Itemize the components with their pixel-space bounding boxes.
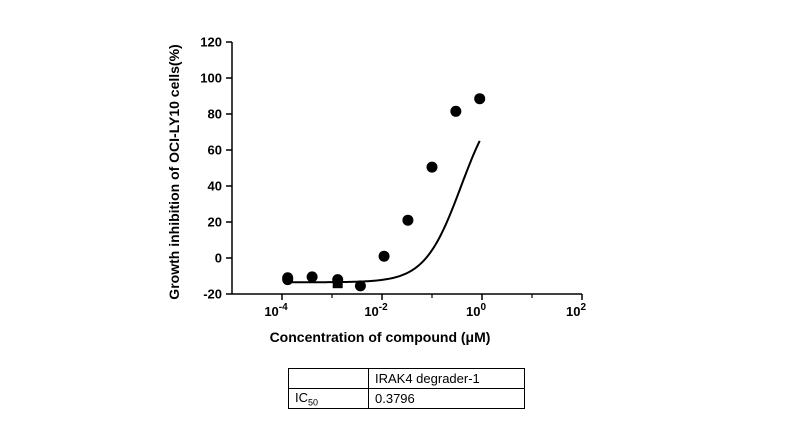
data-point <box>450 105 462 117</box>
y-axis-ticks: -20 0 20 40 60 80 100 120 <box>200 35 232 302</box>
data-point-square <box>332 278 343 289</box>
table-header-compound: IRAK4 degrader-1 <box>368 368 525 389</box>
x-tick-label: 10-4 <box>264 302 288 319</box>
axes <box>231 42 582 295</box>
y-tick-label: 40 <box>208 179 222 194</box>
x-axis-title: Concentration of compound (μM) <box>270 329 491 345</box>
data-point <box>354 280 366 292</box>
data-point <box>378 250 390 262</box>
data-point <box>402 214 414 226</box>
y-tick-label: 0 <box>215 251 222 266</box>
ic50-value: 0.3796 <box>368 388 525 409</box>
data-point <box>426 161 438 173</box>
fit-curve <box>287 140 481 284</box>
data-point <box>474 93 486 105</box>
data-point <box>282 274 294 286</box>
y-tick-label: -20 <box>203 287 222 302</box>
x-tick-label: 10-2 <box>364 302 388 319</box>
x-axis-ticks: 10-4 10-2 100 102 <box>264 294 586 319</box>
y-tick-label: 100 <box>200 71 222 86</box>
table-row: IC50 0.3796 <box>288 388 525 409</box>
table-header-row: IRAK4 degrader-1 <box>288 368 525 389</box>
ic50-table: IRAK4 degrader-1 IC50 0.3796 <box>288 368 525 409</box>
x-tick-label: 100 <box>466 302 486 319</box>
y-axis-title: Growth inhibition of OCI-LY10 cells(%) <box>166 44 182 299</box>
data-points <box>282 93 486 292</box>
table-header-empty-cell <box>288 368 369 389</box>
y-tick-label: 80 <box>208 107 222 122</box>
x-tick-label: 102 <box>566 302 586 319</box>
y-tick-label: 60 <box>208 143 222 158</box>
ic50-label-main: IC <box>295 389 308 405</box>
y-tick-label: 20 <box>208 215 222 230</box>
ic50-label: IC50 <box>288 388 369 409</box>
data-point <box>306 271 318 283</box>
y-tick-label: 120 <box>200 35 222 50</box>
ic50-label-subscript: 50 <box>308 397 319 408</box>
